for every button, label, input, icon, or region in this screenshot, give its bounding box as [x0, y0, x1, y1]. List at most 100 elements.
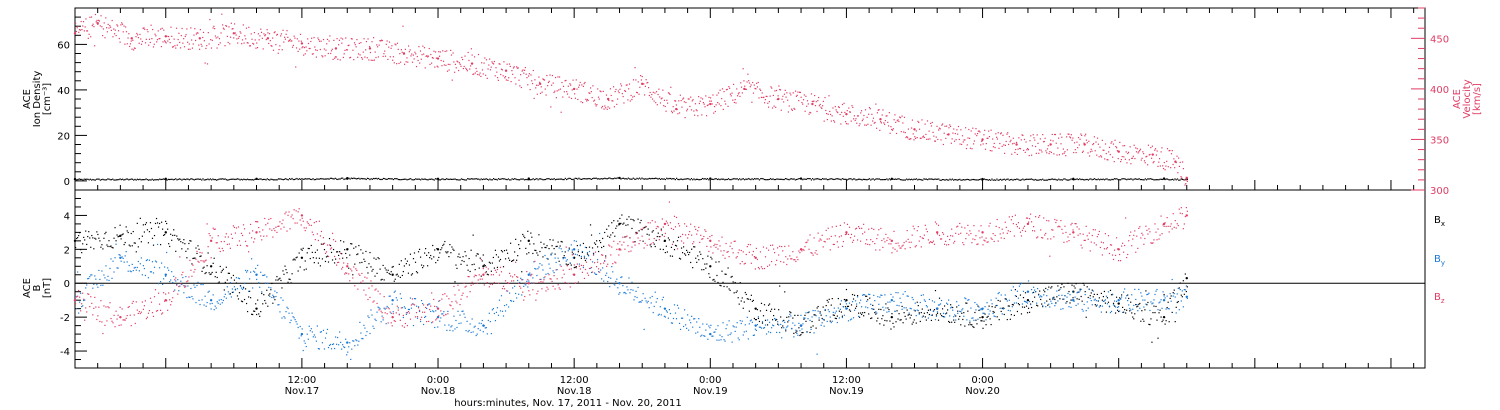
density-dot: [84, 178, 87, 180]
by-dot: [609, 286, 611, 288]
velocity-dot: [996, 136, 998, 138]
by-dot: [914, 302, 916, 304]
velocity-dot: [1098, 156, 1100, 158]
velocity-dot: [308, 47, 310, 50]
by-dot: [659, 306, 661, 308]
by-dot: [551, 252, 553, 254]
bz-dot: [76, 296, 78, 298]
by-dot: [1051, 302, 1053, 305]
velocity-dot: [678, 100, 680, 102]
velocity-dot: [141, 40, 143, 43]
velocity-dot: [178, 32, 180, 34]
by-dot: [718, 339, 720, 341]
velocity-dot: [1092, 143, 1094, 146]
bx-dot: [878, 308, 880, 310]
by-dot: [121, 256, 123, 258]
bx-dot: [736, 290, 738, 292]
velocity-dot: [900, 131, 902, 133]
bx-dot: [359, 262, 361, 264]
density-dot: [829, 178, 831, 180]
velocity-dot: [580, 101, 582, 103]
density-dot: [701, 177, 704, 180]
by-dot: [548, 263, 550, 265]
density-dot: [1141, 178, 1143, 181]
velocity-dot: [760, 96, 763, 99]
velocity-dot: [368, 59, 370, 61]
velocity-dot: [1158, 161, 1160, 163]
x-tick-label-time: 12:00: [560, 375, 589, 386]
density-dot: [1054, 178, 1056, 180]
velocity-dot: [317, 37, 319, 39]
by-dot: [1028, 300, 1031, 303]
velocity-dot: [747, 73, 749, 75]
bx-dot: [832, 314, 834, 316]
velocity-dot: [1022, 134, 1024, 137]
bx-dot: [1001, 307, 1003, 309]
velocity-dot: [176, 44, 178, 46]
by-dot: [194, 286, 196, 288]
by-dot: [406, 312, 409, 314]
velocity-dot: [650, 96, 652, 98]
by-dot: [579, 244, 581, 247]
bx-dot: [881, 318, 883, 320]
by-dot: [886, 311, 888, 313]
bx-dot: [451, 246, 453, 248]
velocity-dot: [1141, 157, 1143, 159]
bx-dot: [1109, 289, 1112, 291]
velocity-dot: [314, 46, 316, 48]
velocity-dot: [621, 93, 623, 95]
bx-dot: [704, 263, 706, 265]
bx-dot: [769, 310, 772, 312]
bz-dot: [114, 326, 116, 328]
velocity-dot: [393, 62, 395, 64]
velocity-dot: [596, 103, 598, 106]
density-dot: [183, 178, 186, 180]
bz-dot: [155, 310, 158, 312]
bx-dot: [190, 240, 192, 242]
density-dot: [815, 178, 817, 180]
by-dot: [665, 310, 667, 312]
by-dot: [540, 278, 542, 281]
by-dot: [85, 287, 87, 289]
bz-dot: [150, 301, 153, 303]
density-dot: [165, 178, 167, 180]
bx-dot: [394, 278, 396, 280]
velocity-dot: [410, 55, 412, 57]
bx-dot: [132, 230, 134, 233]
bx-dot: [251, 313, 253, 315]
velocity-dot: [709, 97, 712, 99]
bx-dot: [860, 312, 862, 314]
bx-dot: [1015, 295, 1018, 298]
by-dot: [845, 303, 848, 305]
bz-dot: [136, 309, 138, 311]
bx-dot: [760, 302, 763, 304]
bx-dot: [376, 272, 378, 274]
by-dot: [720, 339, 722, 341]
velocity-dot: [854, 119, 856, 122]
bx-dot: [231, 291, 234, 294]
velocity-point: [300, 42, 304, 45]
bx-dot: [848, 309, 851, 311]
velocity-dot: [1026, 149, 1028, 151]
by-dot: [361, 337, 363, 340]
by-dot: [501, 310, 504, 312]
density-dot: [504, 178, 506, 180]
velocity-dot: [938, 129, 940, 131]
velocity-dot: [287, 40, 290, 42]
velocity-dot: [117, 25, 119, 27]
density-dot: [883, 179, 885, 181]
by-dot: [844, 300, 847, 303]
density-dot: [1162, 178, 1164, 181]
density-dot: [1184, 179, 1186, 181]
density-dot: [288, 178, 291, 180]
by-dot: [700, 335, 702, 337]
by-dot: [258, 282, 260, 284]
bx-dot: [830, 304, 832, 306]
density-dot: [316, 178, 318, 180]
bx-dot: [840, 311, 842, 313]
bx-dot: [165, 220, 167, 222]
by-dot: [422, 323, 425, 326]
by-dot: [716, 339, 718, 341]
by-dot: [1073, 300, 1075, 302]
velocity-dot: [949, 124, 951, 126]
